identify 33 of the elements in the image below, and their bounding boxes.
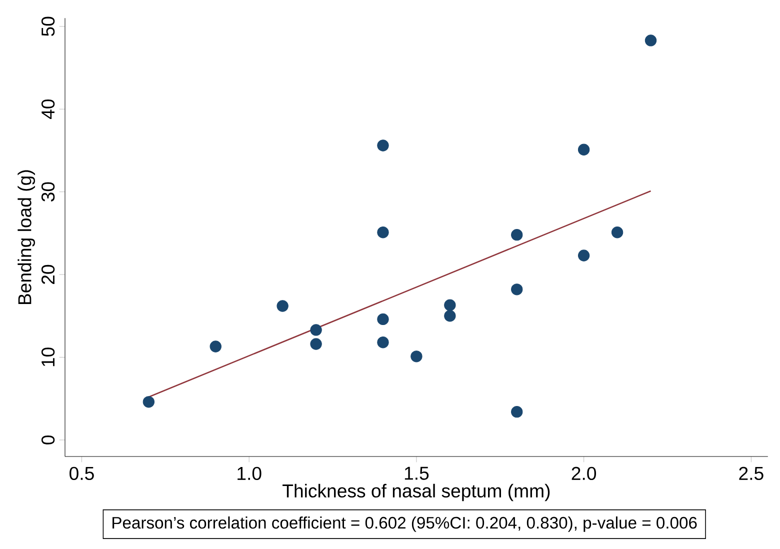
point [377, 140, 389, 152]
point [310, 324, 322, 336]
text: Pearson’s correlation coefficient = 0.602 (95%CI: 0.204, 0.830), p-value = 0.006 [112, 516, 697, 532]
point [410, 350, 422, 362]
y-tick-label: 0 [41, 435, 55, 444]
y-tick-label: 50 [41, 16, 55, 36]
point [276, 300, 288, 312]
point [210, 340, 222, 352]
x-tick-label: 1.5 [404, 466, 429, 480]
point [578, 144, 590, 156]
point [377, 226, 389, 238]
point [377, 336, 389, 348]
point [611, 226, 624, 238]
x-tick-label: 0.5 [70, 466, 94, 480]
point [310, 338, 322, 350]
y-tick-label: 30 [41, 182, 55, 202]
x-tick-label: 1.0 [238, 466, 262, 480]
y-axis-title: Bending load (g) [18, 170, 36, 304]
x-tick-label: 2.0 [572, 466, 596, 480]
y-tick-label: 40 [41, 99, 55, 119]
point [377, 313, 389, 325]
point [511, 284, 523, 296]
point [444, 299, 456, 311]
y-tick-label: 10 [41, 348, 55, 366]
x-tick-label: 2.5 [739, 466, 764, 480]
point [644, 34, 657, 46]
point [444, 310, 456, 322]
point [511, 228, 523, 241]
point [142, 396, 155, 408]
y-tick-label: 20 [41, 264, 55, 284]
point [511, 406, 523, 418]
point [578, 250, 590, 262]
x-axis-title: Thickness of nasal septum (mm) [282, 484, 550, 502]
